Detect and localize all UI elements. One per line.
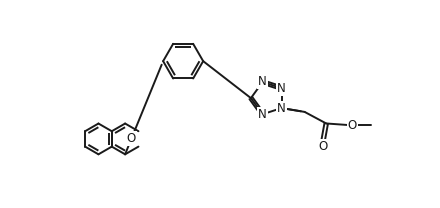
Text: N: N [258,76,267,88]
Text: N: N [277,102,286,115]
Text: N: N [258,108,267,121]
Text: O: O [127,132,136,145]
Text: N: N [277,82,286,95]
Text: O: O [348,119,357,131]
Text: O: O [319,140,328,153]
